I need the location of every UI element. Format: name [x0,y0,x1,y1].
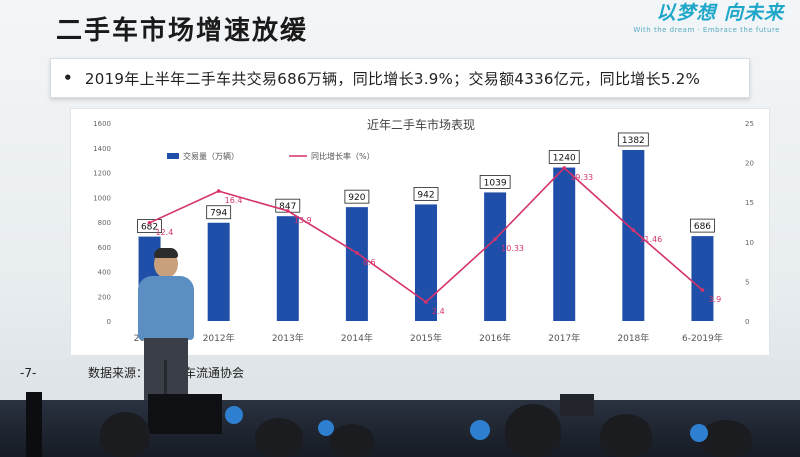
audience-head [700,420,752,457]
left-axis-tick-label: 600 [98,244,111,252]
growth-rate-point [424,300,428,304]
growth-rate-label: 19.33 [570,173,593,182]
right-axis-tick-label: 10 [745,239,754,247]
audience-head [255,418,303,457]
growth-rate-label: 3.9 [708,295,721,304]
slide-title: 二手车市场增速放缓 [56,16,309,46]
volume-bar [415,204,437,321]
category-tick-label: 2012年 [203,332,235,344]
slogan-text: 以梦想 向未来 [656,2,784,24]
x-axis-labels: 2011年2012年2013年2014年2015年2016年2017年2018年… [134,332,723,344]
growth-rate-point [285,209,290,213]
growth-rate-label: 16.4 [225,196,243,205]
right-axis-tick-label: 20 [745,160,754,168]
bar-data-label: 847 [279,202,296,212]
bullet-icon: • [63,69,73,87]
bar-data-label: 1240 [553,154,576,164]
left-axis-tick-label: 1600 [93,120,111,128]
growth-rate-point [562,166,567,170]
bar-data-label: 1382 [622,136,645,146]
audience-head [100,412,150,457]
growth-rate-label: 10.33 [501,244,524,253]
left-axis-tick-label: 800 [98,219,111,227]
right-axis-tick-label: 15 [745,199,754,207]
volume-bar [484,192,507,321]
left-axis-tick-label: 0 [107,318,111,326]
volume-bar [553,167,576,321]
chart-title: 近年二手车市场表现 [367,117,475,132]
headline-text: 2019年上半年二手车共交易686万辆，同比增长3.9%；交易额4336亿元，同… [84,69,701,88]
growth-rate-label: 2.4 [432,307,445,316]
volume-bar [207,222,230,321]
audience-head [505,404,561,457]
stage-monitor [148,394,222,434]
event-slogan-logo: 以梦想 向未来 With the dream · Embrace the fut… [590,0,790,44]
growth-rate-point [700,288,705,292]
category-tick-label: 2016年 [479,332,511,344]
left-axis-tick-label: 400 [98,269,111,277]
speaker-shirt [138,276,194,340]
bar-data-label: 942 [417,190,434,200]
slogan-subtitle: With the dream · Embrace the future [633,26,780,34]
category-tick-label: 2013年 [272,332,304,344]
presentation-slide: 二手车市场增速放缓 以梦想 向未来 With the dream · Embra… [0,0,800,400]
bar-data-label: 794 [210,209,227,219]
growth-rate-point [216,189,221,193]
audience-head [330,424,374,457]
legend-line-label: 同比增长率（%） [311,151,375,161]
legend-bar-label: 交易量（万辆） [183,151,239,161]
right-axis-tick-label: 0 [745,318,749,326]
speaker-hair [154,248,178,258]
raised-phone [560,394,594,416]
right-y-axis: 0 5 10 15 20 25 [745,120,754,326]
legend-bar-swatch [167,153,179,159]
category-tick-label: 2018年 [617,332,649,344]
growth-rate-point [631,228,636,233]
mascot-doll [470,420,490,440]
headline-box: • 2019年上半年二手车共交易686万辆，同比增长3.9%；交易额4336亿元… [50,58,750,98]
bar-data-label: 1039 [484,178,507,188]
right-axis-tick-label: 25 [745,120,754,128]
mascot-doll [690,424,708,442]
bar-data-label-box [206,205,232,220]
growth-rate-label: 11.46 [639,235,662,244]
growth-rate-label: 12.4 [156,228,174,237]
growth-rate-label: 13.9 [294,216,312,225]
left-y-axis: 0 200 400 600 800 1000 1200 1400 1600 [93,120,111,326]
right-axis-tick-label: 5 [745,278,749,286]
bar-data-label-box [548,150,580,164]
page-number: -7- [20,366,37,380]
mascot-doll [225,406,243,424]
volume-bar [622,149,645,321]
category-tick-label: 2015年 [410,332,442,344]
category-tick-label: 6-2019年 [682,332,723,344]
line-series: 12.4 16.4 13.9 8.6 2.4 10.33 19.33 11.46 3.9 [147,166,721,316]
bar-series: 682 794 847 920 942 1039 1240 1382 686 [137,132,715,321]
growth-rate-point [147,220,152,225]
category-tick-label: 2017年 [548,332,580,344]
bar-data-label-box [344,189,370,204]
bar-data-label-box [413,187,439,201]
volume-bar [276,216,299,321]
growth-rate-point [355,251,359,255]
bar-data-label: 920 [348,193,365,203]
left-axis-tick-label: 1000 [93,194,111,202]
bar-data-label-box [617,132,649,147]
volume-bar [345,207,368,321]
bar-data-label-box [690,218,715,233]
category-tick-label: 2014年 [341,332,373,344]
left-axis-tick-label: 1200 [93,170,111,178]
left-axis-tick-label: 1400 [93,145,111,153]
audience-head [600,414,652,457]
mascot-doll [318,420,334,436]
bar-data-label-box [479,175,511,189]
bar-data-label-box [137,219,162,234]
bar-data-label: 686 [694,222,711,232]
growth-rate-label: 8.6 [363,258,376,267]
bar-data-label: 682 [141,223,158,233]
volume-bar [691,236,714,321]
growth-rate-point [493,237,497,241]
left-axis-tick-label: 200 [98,293,111,301]
camera-rig [26,392,42,457]
